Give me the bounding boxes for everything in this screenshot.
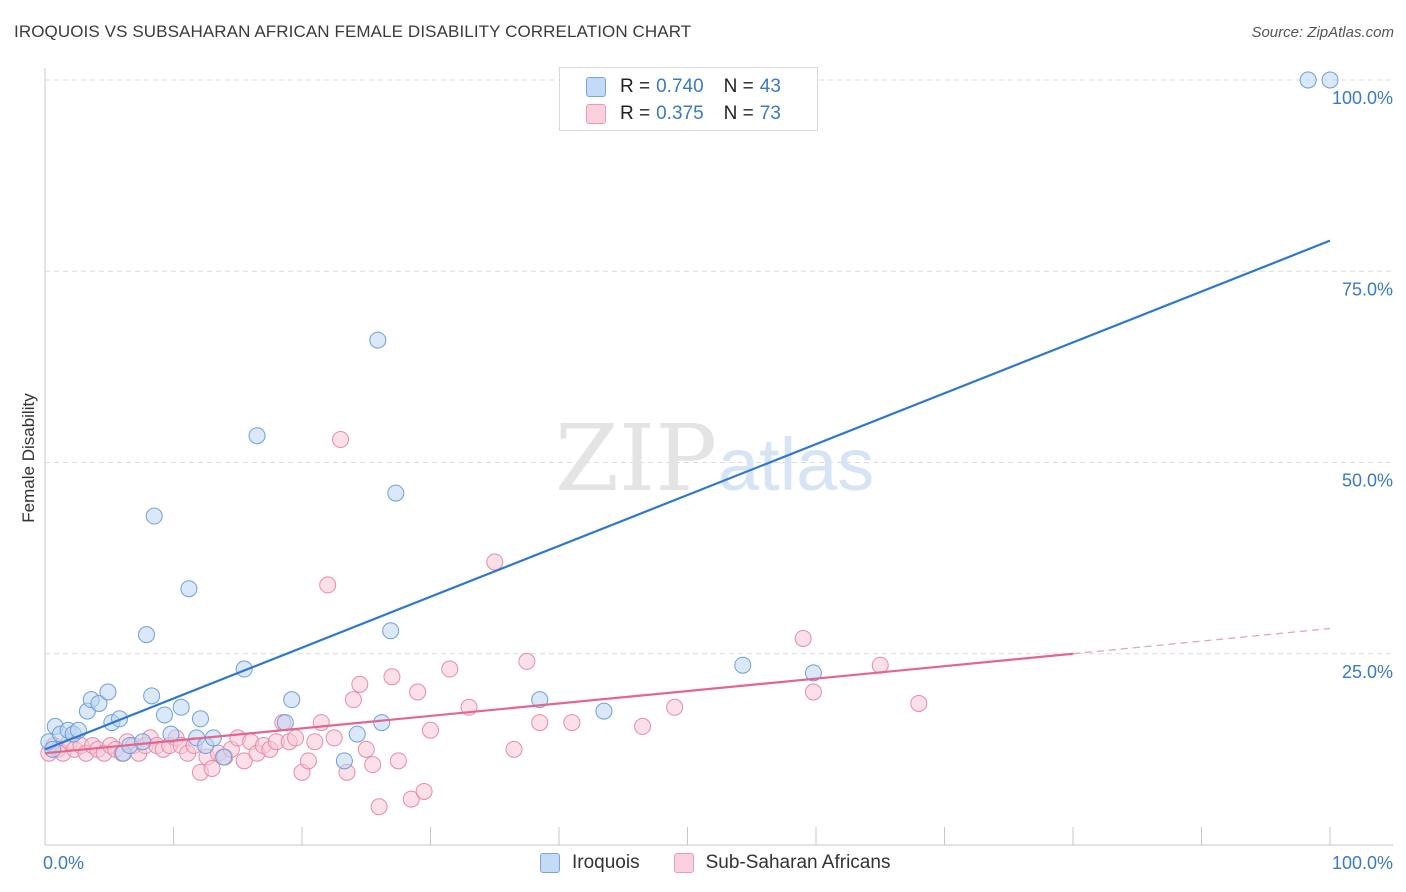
data-point-subsaharan	[804, 683, 822, 701]
data-point-subsaharan	[563, 714, 581, 732]
bottom-legend-iroquois: Iroquois	[540, 852, 640, 874]
data-point-iroquois	[172, 698, 190, 716]
data-point-subsaharan	[344, 691, 362, 709]
data-point-iroquois	[134, 733, 152, 751]
data-point-subsaharan	[634, 717, 652, 735]
data-point-subsaharan	[299, 752, 317, 770]
data-point-subsaharan	[531, 714, 549, 732]
data-point-iroquois	[531, 691, 549, 709]
data-point-subsaharan	[505, 740, 523, 758]
y-tick-label: 25.0%	[1342, 662, 1393, 682]
legend-r-label: R =	[620, 103, 651, 124]
data-point-subsaharan	[306, 733, 324, 751]
data-point-subsaharan	[402, 790, 420, 808]
data-point-subsaharan	[486, 553, 504, 571]
data-point-iroquois	[283, 691, 301, 709]
data-point-iroquois	[382, 622, 400, 640]
y-tick-labels: 25.0% 50.0% 75.0% 100.0%	[1332, 88, 1393, 682]
legend-n-value: 43	[759, 76, 781, 97]
legend: R = 0.740 N = 43 R = 0.375 N = 73	[559, 67, 818, 131]
trend-line-subsaharan-extension	[1072, 627, 1331, 655]
bottom-legend-label: Sub-Saharan Africans	[705, 852, 891, 873]
data-point-subsaharan	[325, 729, 343, 747]
data-point-subsaharan	[203, 760, 221, 777]
data-point-iroquois	[215, 748, 233, 766]
x-tick-label: 0.0%	[43, 853, 84, 873]
data-point-iroquois	[595, 702, 613, 720]
watermark-zip: ZIP	[555, 405, 717, 512]
legend-swatch-iroquois	[586, 77, 606, 97]
data-point-iroquois	[191, 710, 209, 728]
y-tick-label: 100.0%	[1332, 88, 1393, 108]
data-point-iroquois	[373, 714, 391, 732]
data-point-subsaharan	[910, 694, 928, 712]
data-point-subsaharan	[666, 698, 684, 716]
data-point-iroquois	[276, 714, 294, 732]
watermark-atlas: atlas	[718, 423, 874, 506]
data-point-subsaharan	[422, 721, 439, 739]
legend-r-value: 0.375	[656, 103, 704, 124]
trend-line-subsaharan	[44, 652, 1074, 755]
data-point-iroquois	[804, 664, 822, 682]
x-tick-label: 100.0%	[1332, 853, 1393, 873]
trend-lines	[44, 239, 1331, 755]
bottom-legend: Iroquois Sub-Saharan Africans	[540, 852, 924, 874]
data-point-iroquois	[156, 706, 174, 724]
data-point-iroquois	[248, 427, 266, 445]
source-note: Source: ZipAtlas.com	[1251, 24, 1394, 41]
data-point-subsaharan	[518, 652, 536, 670]
data-point-subsaharan	[287, 729, 305, 747]
data-point-subsaharan	[415, 782, 433, 800]
gridlines	[45, 79, 1393, 655]
data-point-subsaharan	[389, 752, 407, 770]
data-point-iroquois	[1321, 71, 1339, 89]
x-tick-labels: 0.0% 100.0%	[43, 853, 1393, 873]
data-point-iroquois	[180, 580, 198, 598]
bottom-legend-label: Iroquois	[572, 852, 640, 873]
data-point-subsaharan	[383, 668, 401, 686]
data-point-subsaharan	[364, 756, 382, 774]
data-point-subsaharan	[441, 660, 459, 678]
axes	[44, 68, 1393, 846]
data-point-iroquois	[369, 331, 387, 349]
legend-r-value: 0.740	[656, 76, 704, 97]
y-tick-label: 50.0%	[1342, 471, 1393, 491]
legend-n-value: 73	[759, 103, 781, 124]
data-point-subsaharan	[312, 714, 330, 732]
data-point-subsaharan	[319, 576, 337, 594]
legend-r-label: R =	[620, 76, 651, 97]
data-point-subsaharan	[351, 675, 369, 693]
data-point-subsaharan	[370, 798, 388, 816]
bottom-legend-subsaharan: Sub-Saharan Africans	[673, 852, 891, 874]
data-point-iroquois	[138, 626, 156, 644]
trend-line-iroquois	[44, 239, 1331, 751]
data-point-subsaharan	[794, 629, 812, 647]
data-point-iroquois	[348, 725, 366, 743]
data-point-iroquois	[143, 687, 161, 705]
legend-row-iroquois: R = 0.740 N = 43	[586, 76, 781, 98]
chart-title: IROQUOIS VS SUBSAHARAN AFRICAN FEMALE DI…	[14, 22, 692, 41]
legend-swatch-subsaharan	[586, 104, 606, 124]
y-tick-label: 75.0%	[1342, 279, 1393, 299]
data-point-subsaharan	[409, 683, 427, 701]
watermark: ZIP atlas	[555, 405, 874, 512]
data-point-iroquois	[1299, 71, 1317, 89]
legend-row-subsaharan: R = 0.375 N = 73	[586, 103, 781, 125]
data-point-iroquois	[99, 683, 117, 701]
data-point-subsaharan	[332, 431, 350, 449]
data-point-iroquois	[387, 484, 405, 502]
data-point-iroquois	[90, 694, 108, 712]
y-axis-label: Female Disability	[19, 393, 38, 523]
data-point-iroquois	[145, 507, 163, 525]
data-point-subsaharan	[235, 752, 253, 770]
bottom-legend-swatch-subsaharan	[673, 853, 694, 873]
legend-n-label: N =	[723, 103, 754, 124]
data-point-iroquois	[335, 752, 353, 770]
bottom-legend-swatch-iroquois	[540, 853, 560, 873]
data-point-subsaharan	[357, 740, 375, 758]
data-point-iroquois	[734, 656, 752, 674]
legend-n-label: N =	[723, 76, 754, 97]
